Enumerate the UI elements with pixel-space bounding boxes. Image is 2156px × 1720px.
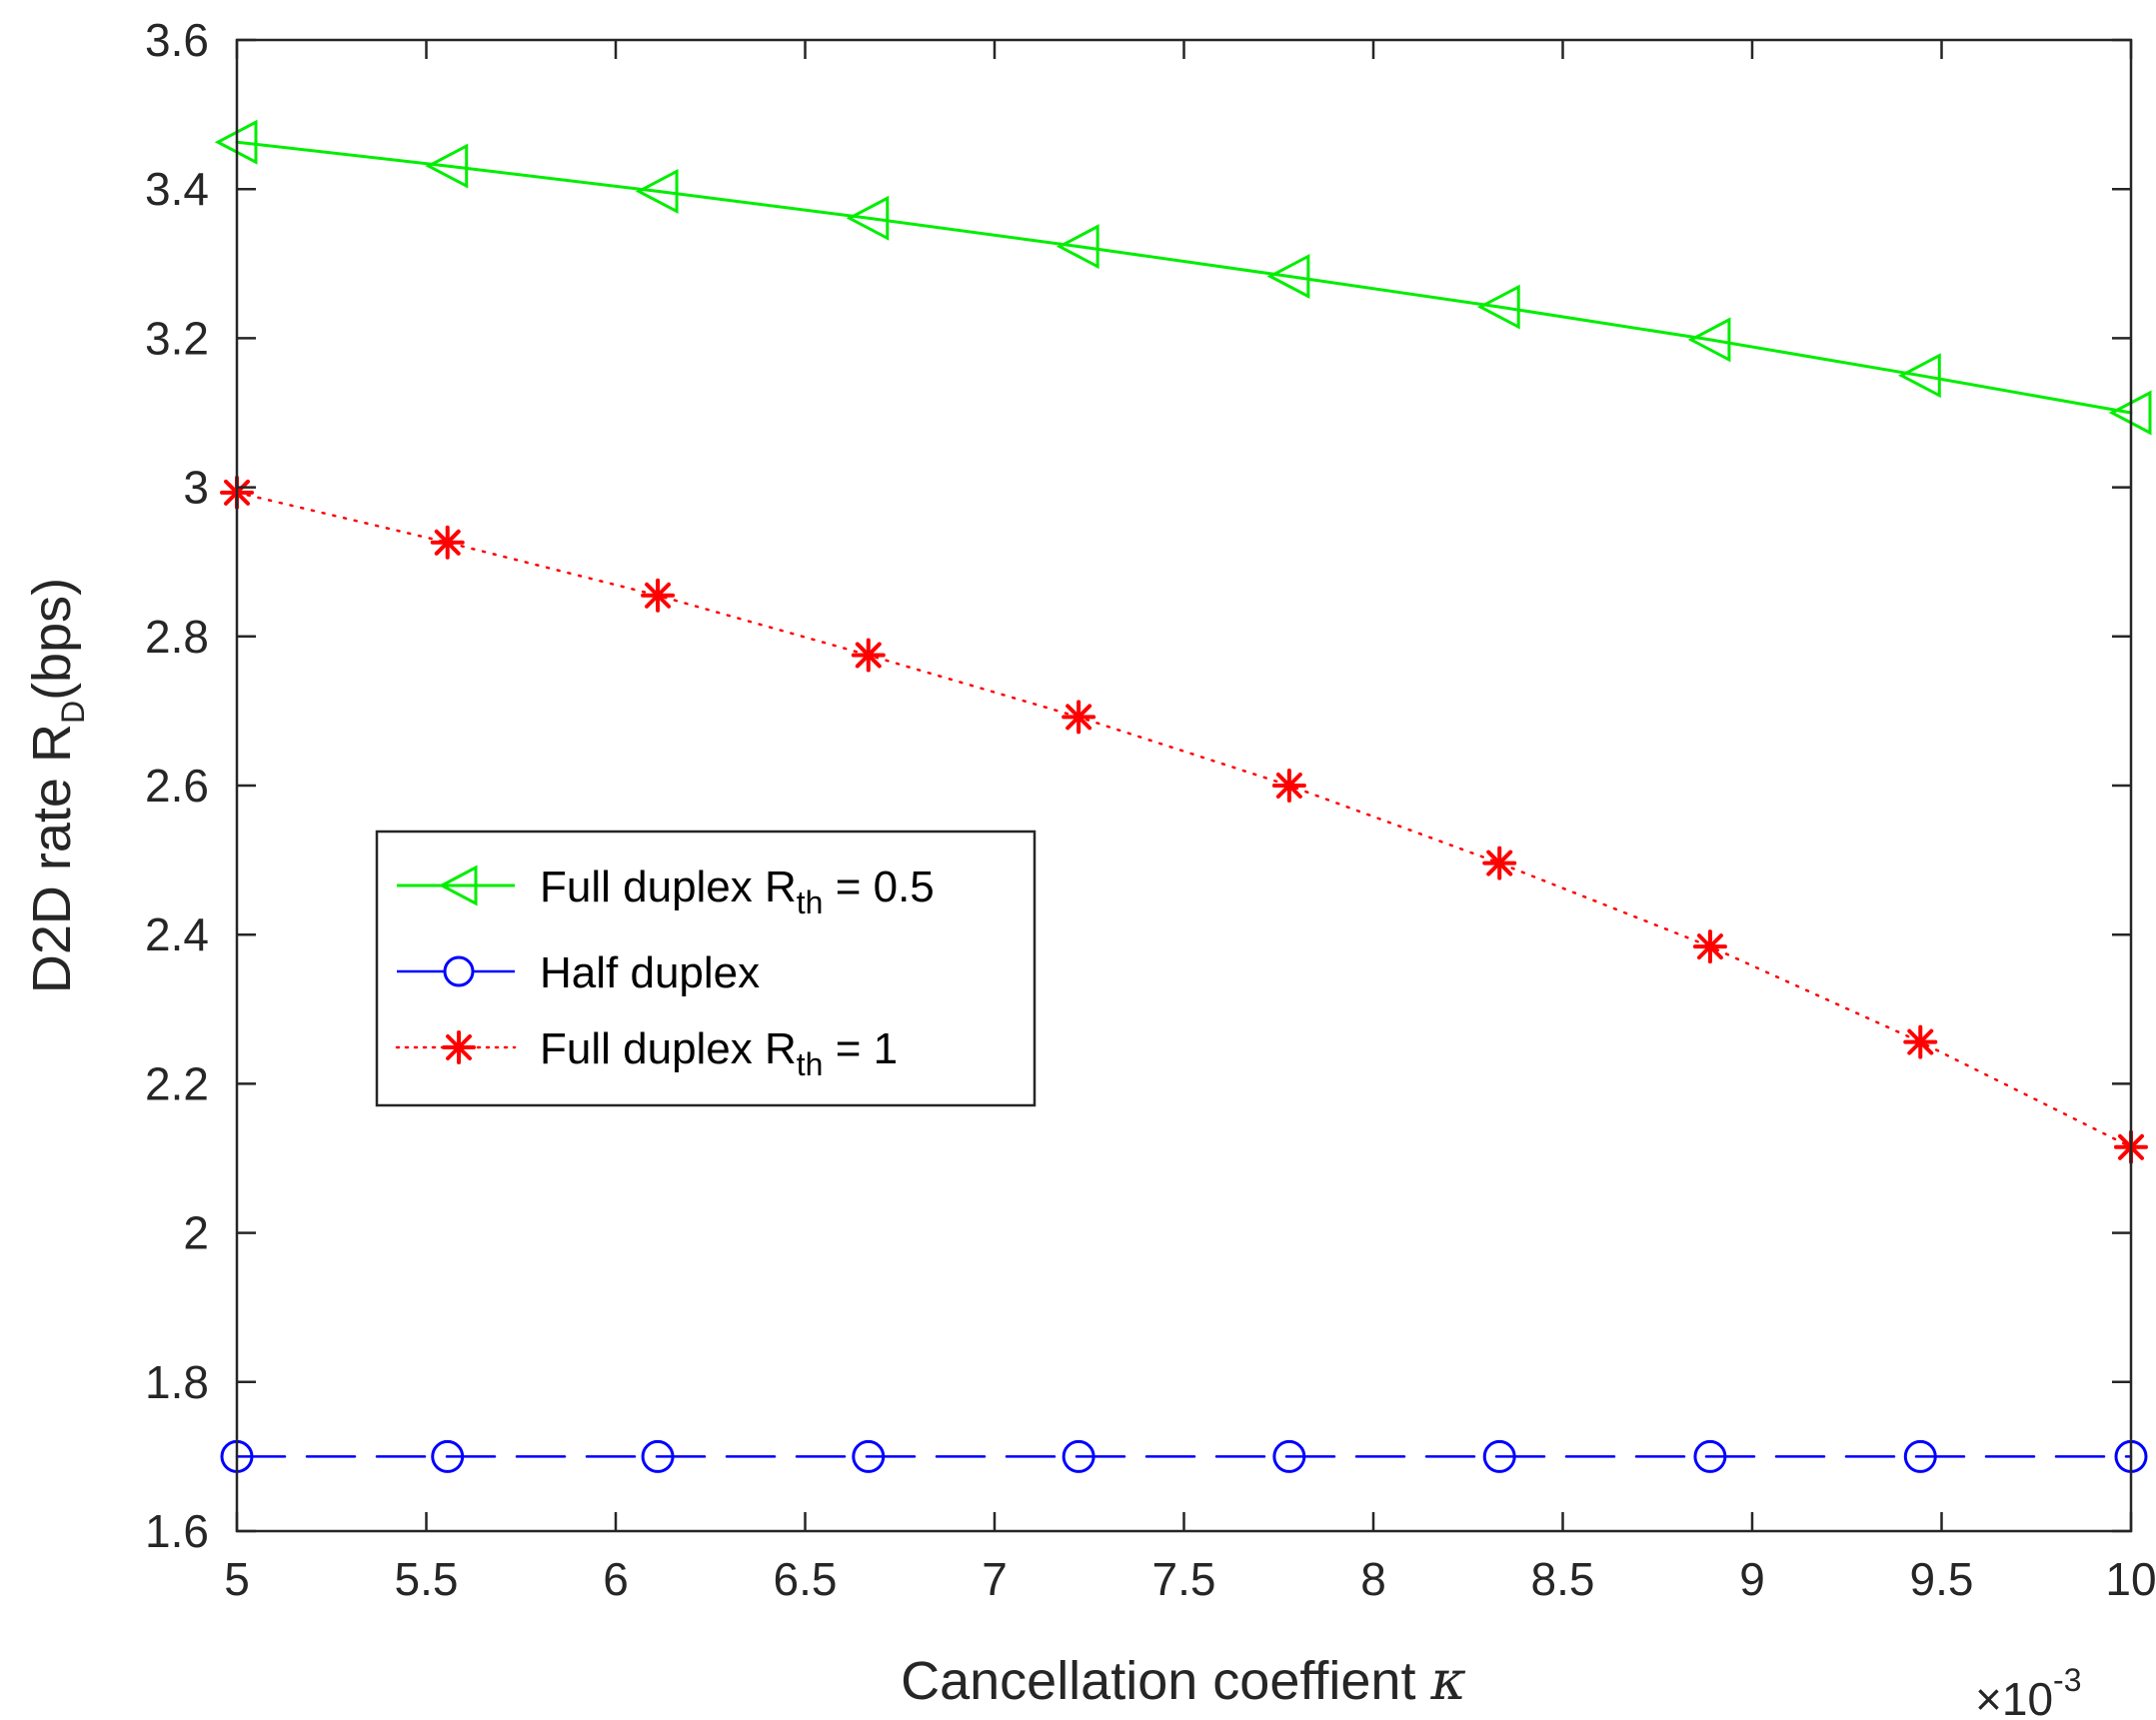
legend-marker-asterisk	[442, 1030, 476, 1064]
x-tick-label: 5.5	[395, 1553, 459, 1605]
y-tick-label: 2.2	[145, 1057, 209, 1109]
legend-label-sub: th	[797, 884, 824, 920]
data-point-triangle	[635, 168, 679, 214]
y-tick-label: 3.4	[145, 163, 209, 215]
data-point-asterisk	[1903, 1024, 1938, 1059]
legend-label-full-duplex-0.5: Full duplex Rth = 0.5	[540, 862, 935, 920]
data-point-asterisk	[641, 578, 676, 613]
data-point-asterisk	[1692, 929, 1727, 964]
legend-marker-triangle-left	[438, 864, 478, 906]
data-point-asterisk	[851, 638, 886, 673]
data-point-asterisk	[1482, 846, 1517, 880]
legend-entry-half-duplex: Half duplex	[397, 948, 760, 997]
y-tick-label: 2.8	[145, 611, 209, 663]
y-axis-title-main: D2D rate R	[22, 724, 82, 993]
data-point-triangle	[1056, 224, 1099, 270]
y-tick-label: 1.8	[145, 1356, 209, 1408]
series-1	[220, 1439, 2148, 1473]
x-exponent-base: ×10	[1975, 1673, 2053, 1720]
legend-label-main: Full duplex R	[540, 1024, 797, 1073]
y-axis-title-tail: (bps)	[22, 578, 82, 701]
x-tick-label: 7	[982, 1553, 1008, 1605]
x-tick-label: 9	[1739, 1553, 1765, 1605]
y-tick-label: 3.2	[145, 312, 209, 364]
data-point-triangle	[1687, 317, 1731, 363]
y-axis-title: D2D rate RD(bps)	[22, 578, 91, 993]
series-line	[235, 140, 2133, 415]
data-point-triangle	[425, 143, 469, 189]
data-point-triangle	[1266, 253, 1310, 299]
legend-label-full-duplex-1: Full duplex Rth = 1	[540, 1024, 898, 1082]
data-point-circle	[431, 1439, 465, 1473]
data-point-asterisk	[1271, 769, 1306, 803]
x-exponent-power: -3	[2053, 1662, 2081, 1698]
y-axis-title-sub: D	[55, 701, 91, 724]
x-tick-label: 7.5	[1152, 1553, 1216, 1605]
series-line	[235, 491, 2133, 1149]
x-axis-title: Cancellation coeffient κ	[901, 1649, 1466, 1712]
kappa-symbol: κ	[1429, 1649, 1465, 1712]
x-axis-title-text: Cancellation coeffient	[901, 1651, 1415, 1711]
legend-box	[375, 830, 1037, 1107]
data-point-circle	[1482, 1439, 1516, 1473]
y-tick-label: 3.6	[145, 14, 209, 66]
x-tick-label: 8.5	[1531, 1553, 1595, 1605]
data-point-triangle	[1898, 353, 1941, 399]
data-point-circle	[1272, 1439, 1306, 1473]
legend-label-tail: = 1	[823, 1024, 898, 1073]
x-tick-label: 8	[1360, 1553, 1386, 1605]
data-point-triangle	[846, 195, 890, 241]
data-point-circle	[1693, 1439, 1727, 1473]
data-point-circle	[641, 1439, 675, 1473]
data-point-asterisk	[430, 525, 465, 560]
y-tick-label: 1.6	[145, 1505, 209, 1557]
x-tick-label: 5	[224, 1553, 250, 1605]
ticks-layer: 5 5.5 6 6.5 7 7.5 8 8.5 9 9.5 10 1.6 1.8 2 2.2 2.4 2.6 2.…	[145, 14, 2156, 1605]
legend-label-half-duplex: Half duplex	[540, 948, 760, 997]
legend-label-tail: = 0.5	[823, 862, 934, 911]
plot-area	[237, 40, 2131, 1531]
x-tick-label: 9.5	[1910, 1553, 1974, 1605]
y-tick-label: 2.6	[145, 760, 209, 812]
x-tick-label: 10	[2105, 1553, 2156, 1605]
y-tick-label: 2.4	[145, 908, 209, 960]
legend-marker-circle	[443, 955, 475, 987]
legend: Full duplex Rth = 0.5 Half duplex Full d…	[375, 830, 1037, 1107]
data-point-circle	[1062, 1439, 1095, 1473]
data-point-circle	[1903, 1439, 1937, 1473]
data-point-circle	[852, 1439, 886, 1473]
y-tick-label: 3	[183, 462, 209, 514]
legend-label-main: Full duplex R	[540, 862, 797, 911]
data-point-triangle	[1476, 284, 1520, 330]
series-layer	[214, 119, 2152, 1473]
y-tick-label: 2	[183, 1207, 209, 1259]
legend-entry-full-duplex-0.5: Full duplex Rth = 0.5	[397, 862, 935, 920]
x-exponent: ×10-3	[1975, 1662, 2081, 1720]
x-tick-label: 6.5	[774, 1553, 838, 1605]
legend-label-sub: th	[797, 1046, 824, 1082]
data-point-asterisk	[1062, 700, 1096, 735]
x-tick-label: 6	[603, 1553, 629, 1605]
legend-entry-full-duplex-1: Full duplex Rth = 1	[395, 1024, 898, 1082]
